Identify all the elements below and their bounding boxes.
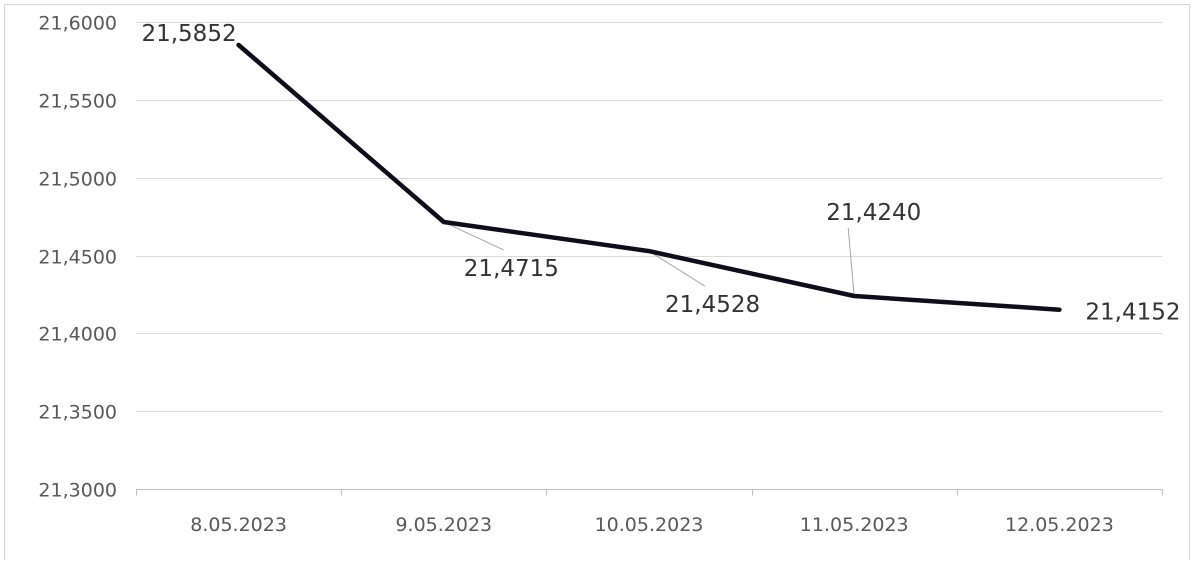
data-label: 21,4528 [665, 292, 760, 318]
series-line [236, 42, 1062, 312]
y-tick-label: 21,5500 [38, 91, 117, 113]
data-label-leader-line [648, 250, 706, 287]
gridlines [136, 22, 1162, 412]
data-labels-group: 21,5852 21,4715 21,4528 21,4240 21,4152 [141, 21, 1180, 326]
y-tick-label: 21,4000 [38, 324, 117, 346]
y-axis-tick-labels: 21,3000 21,3500 21,4000 21,4500 21,5000 21,55… [38, 13, 117, 502]
y-tick-label: 21,4500 [38, 247, 117, 269]
data-label: 21,4240 [826, 200, 921, 226]
x-tick-label: 11.05.2023 [800, 514, 909, 536]
data-label: 21,4715 [464, 256, 559, 282]
y-tick-label: 21,3000 [38, 480, 117, 502]
y-tick-label: 21,6000 [38, 13, 117, 35]
y-tick-label: 21,5000 [38, 169, 117, 191]
series-group [236, 42, 1062, 312]
x-tick-label: 10.05.2023 [595, 514, 704, 536]
data-label: 21,4152 [1085, 300, 1180, 326]
chart-frame [4, 4, 1190, 560]
data-label-leader-line [443, 221, 505, 251]
y-tick-label: 21,3500 [38, 402, 117, 424]
x-tick-label: 8.05.2023 [190, 514, 287, 536]
data-label-leader-line [847, 227, 855, 297]
data-label-leader-lines [443, 221, 855, 297]
x-axis-tick-labels: 8.05.2023 9.05.2023 10.05.2023 11.05.2023 12… [190, 514, 1114, 536]
x-tick-label: 9.05.2023 [395, 514, 492, 536]
data-label: 21,5852 [141, 21, 236, 47]
x-tick-label: 12.05.2023 [1005, 514, 1114, 536]
axes [136, 489, 1163, 496]
